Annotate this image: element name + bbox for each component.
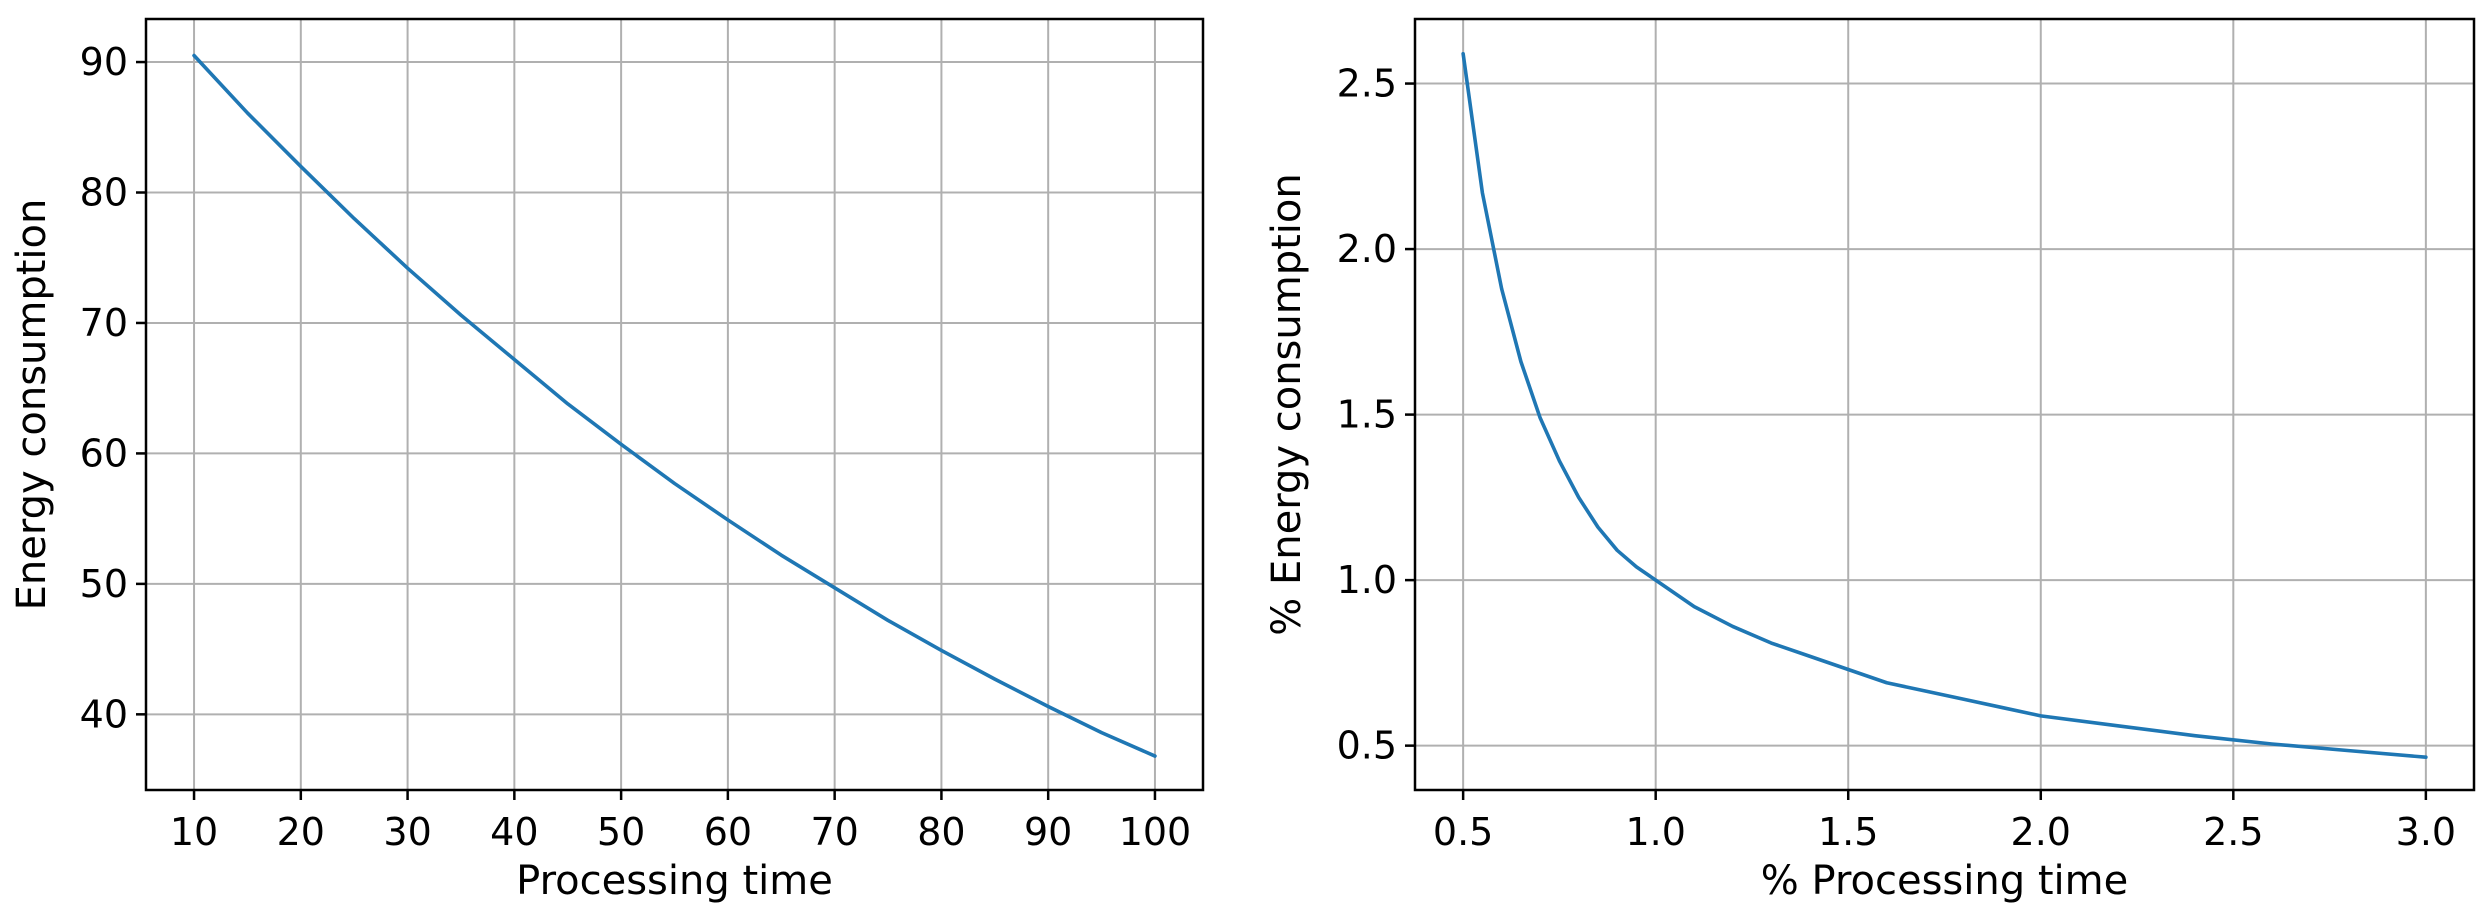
y-tick-label: 90 — [80, 40, 128, 84]
x-tick-label: 100 — [1119, 810, 1192, 854]
y-tick-label: 1.5 — [1337, 393, 1397, 437]
x-tick-label: 30 — [383, 810, 431, 854]
series-layer — [1461, 51, 2428, 760]
y-tick-label: 2.5 — [1337, 62, 1397, 106]
plot-frame — [144, 17, 1205, 792]
y-axis-label: % Energy consumption — [1264, 173, 1310, 635]
y-axis: 40 50 60 70 80 90 — [80, 40, 146, 736]
series-line — [192, 53, 1157, 758]
x-tick-label: 70 — [810, 810, 858, 854]
grid — [146, 19, 1203, 790]
x-tick-label: 10 — [170, 810, 218, 854]
y-tick-label: 40 — [80, 692, 128, 736]
x-axis: 10 20 30 40 50 60 70 80 90 100 — [170, 790, 1191, 854]
x-tick-label: 90 — [1024, 810, 1072, 854]
x-tick-label: 0.5 — [1433, 810, 1493, 854]
y-tick-label: 60 — [80, 431, 128, 475]
x-tick-label: 20 — [277, 810, 325, 854]
x-tick-label: 2.5 — [2203, 810, 2263, 854]
x-axis: 0.5 1.0 1.5 2.0 2.5 3.0 — [1433, 790, 2456, 854]
y-tick-label: 0.5 — [1337, 724, 1397, 768]
series-layer — [192, 53, 1157, 758]
x-tick-label: 80 — [917, 810, 965, 854]
y-tick-label: 70 — [80, 301, 128, 345]
x-axis-label: Processing time — [516, 858, 833, 904]
x-tick-label: 40 — [490, 810, 538, 854]
chart-energy-vs-processing-time: 10 20 30 40 50 60 70 80 90 100 40 50 60 70 80 90 Proce… — [9, 17, 1205, 904]
y-tick-label: 80 — [80, 171, 128, 215]
y-axis-label: Energy consumption — [9, 199, 55, 611]
y-tick-label: 50 — [80, 562, 128, 606]
grid — [1415, 19, 2474, 790]
x-axis-label: % Processing time — [1761, 858, 2128, 904]
y-axis: 0.5 1.0 1.5 2.0 2.5 — [1337, 62, 1415, 768]
plot-frame — [1413, 17, 2476, 792]
x-tick-label: 1.5 — [1818, 810, 1878, 854]
y-tick-label: 1.0 — [1337, 558, 1397, 602]
x-tick-label: 2.0 — [2011, 810, 2071, 854]
x-tick-label: 3.0 — [2396, 810, 2456, 854]
x-tick-label: 50 — [597, 810, 645, 854]
y-tick-label: 2.0 — [1337, 227, 1397, 271]
series-line — [1461, 51, 2428, 760]
x-tick-label: 1.0 — [1625, 810, 1685, 854]
x-tick-label: 60 — [704, 810, 752, 854]
chart-percent-energy-vs-percent-processing-time: 0.5 1.0 1.5 2.0 2.5 3.0 0.5 1.0 1.5 2.0 2.5 % Pro… — [1264, 17, 2476, 904]
